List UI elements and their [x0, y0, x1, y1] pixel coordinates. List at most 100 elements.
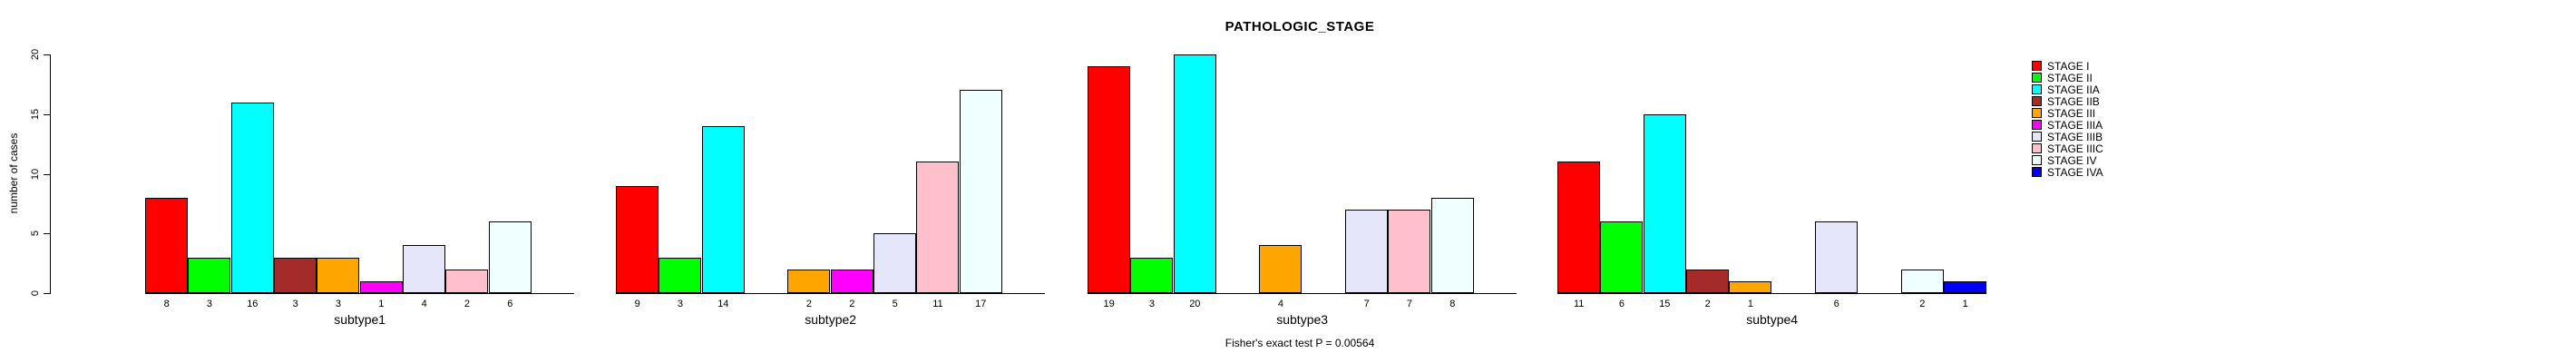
bar [403, 245, 445, 293]
legend-label: STAGE IIIA [2047, 118, 2103, 132]
bar [489, 221, 532, 293]
y-tick-label: 20 [30, 48, 41, 61]
bar [916, 162, 959, 293]
legend-swatch [2032, 155, 2042, 165]
bar-value-label: 4 [1277, 299, 1284, 309]
legend-label: STAGE IV [2047, 153, 2097, 167]
bar-value-label: 2 [805, 299, 813, 309]
bar [1259, 245, 1302, 293]
bar [317, 257, 359, 293]
bar [445, 269, 488, 293]
legend-swatch [2032, 108, 2042, 118]
legend-label: STAGE IVA [2047, 165, 2103, 179]
bar [1815, 221, 1858, 293]
bar [274, 257, 317, 293]
group-label: subtype1 [334, 312, 386, 327]
bar-value-label: 6 [1833, 299, 1839, 309]
bar [1901, 269, 1944, 293]
bar [831, 269, 873, 293]
bar [787, 269, 830, 293]
group-axis-line [1557, 293, 1987, 294]
bar-value-label: 7 [1363, 299, 1370, 309]
bar-value-label: 5 [892, 299, 898, 309]
bar [659, 257, 701, 293]
group-label: subtype4 [1746, 312, 1799, 327]
y-tick-label: 10 [30, 168, 41, 180]
group-axis-line [1088, 293, 1517, 294]
bar [1345, 209, 1388, 293]
bar-value-label: 6 [1618, 299, 1625, 309]
y-tick [44, 233, 50, 235]
legend-label: STAGE IIIC [2047, 142, 2103, 155]
y-tick [44, 293, 50, 294]
legend-label: STAGE I [2047, 59, 2090, 73]
bar-value-label: 1 [1962, 299, 1968, 309]
bar [1557, 162, 1600, 293]
legend-swatch [2032, 61, 2042, 71]
legend-label: STAGE II [2047, 71, 2093, 84]
y-tick [44, 173, 50, 175]
bar-value-label: 7 [1406, 299, 1413, 309]
bar [1686, 269, 1729, 293]
bar-value-label: 1 [1747, 299, 1754, 309]
bar-value-label: 2 [1704, 299, 1711, 309]
bar-value-label: 17 [975, 299, 987, 309]
y-axis [50, 54, 51, 294]
bar-value-label: 3 [335, 299, 342, 309]
bar [1729, 280, 1771, 293]
legend-swatch [2032, 96, 2042, 106]
bar-value-label: 14 [717, 299, 729, 309]
bar [873, 233, 916, 293]
y-tick-label: 0 [30, 289, 41, 297]
y-tick-label: 5 [30, 231, 41, 237]
y-tick [44, 113, 50, 115]
legend-label: STAGE III [2047, 106, 2096, 120]
bar-value-label: 2 [1919, 299, 1926, 309]
bar-value-label: 4 [421, 299, 427, 309]
bar-value-label: 6 [507, 299, 513, 309]
bar-value-label: 8 [163, 299, 170, 309]
bar-value-label: 2 [849, 299, 855, 309]
group-label: subtype2 [805, 312, 857, 327]
bar [616, 185, 659, 293]
bar [1431, 197, 1474, 293]
y-axis-label: number of cases [7, 132, 20, 214]
bar [360, 280, 403, 293]
bar-value-label: 2 [463, 299, 471, 309]
bar-value-label: 1 [378, 299, 385, 309]
group-label: subtype3 [1276, 312, 1329, 327]
bar-value-label: 16 [247, 299, 259, 309]
legend-label: STAGE IIIB [2047, 130, 2103, 143]
y-tick-label: 15 [30, 108, 41, 120]
bar-value-label: 20 [1189, 299, 1201, 309]
bar-value-label: 3 [206, 299, 213, 309]
legend-swatch [2032, 120, 2042, 130]
legend-swatch [2032, 73, 2042, 83]
bar [960, 90, 1002, 293]
chart-title: PATHOLOGIC_STAGE [1225, 19, 1375, 34]
y-tick [44, 54, 50, 55]
legend-swatch [2032, 143, 2042, 153]
bar [145, 197, 188, 293]
bar [1388, 209, 1430, 293]
legend-label: STAGE IIA [2047, 83, 2100, 96]
bar [1600, 221, 1643, 293]
legend-label: STAGE IIB [2047, 94, 2100, 108]
bar-value-label: 3 [292, 299, 298, 309]
bar-value-label: 3 [1148, 299, 1156, 309]
bar-value-label: 19 [1103, 299, 1115, 309]
bar [1174, 54, 1216, 293]
bar-value-label: 11 [932, 299, 943, 309]
bar [188, 257, 230, 293]
legend-swatch [2032, 84, 2042, 94]
legend-swatch [2032, 167, 2042, 177]
bar [1088, 66, 1130, 293]
bar-value-label: 11 [1573, 299, 1585, 309]
bar [231, 102, 274, 293]
legend-swatch [2032, 132, 2042, 142]
group-axis-line [145, 293, 575, 294]
bar-value-label: 9 [634, 299, 640, 309]
bar-value-label: 8 [1449, 299, 1456, 309]
bar [1644, 113, 1686, 293]
